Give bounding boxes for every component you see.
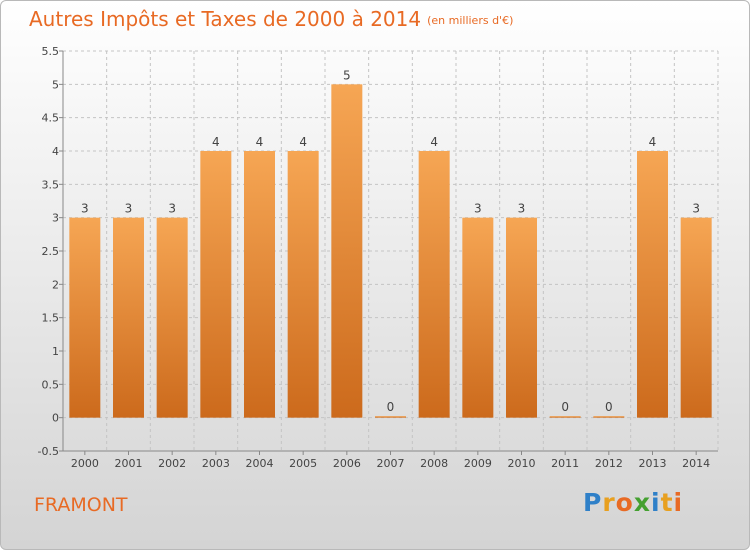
x-tick-label: 2003 <box>202 457 230 470</box>
bar <box>69 217 101 418</box>
logo-letter: P <box>583 488 603 517</box>
y-tick-label: 5.5 <box>42 45 60 58</box>
x-tick-label: 2006 <box>333 457 361 470</box>
x-tick-label: 2011 <box>551 457 579 470</box>
bar <box>287 151 319 418</box>
data-label: 4 <box>430 135 438 149</box>
x-tick-label: 2004 <box>246 457 274 470</box>
logo-letter: t <box>660 488 674 517</box>
bar <box>637 151 668 418</box>
bar <box>331 84 363 418</box>
bar <box>375 416 406 418</box>
data-label: 0 <box>561 400 569 414</box>
chart-subtitle: (en milliers d'€) <box>427 14 514 27</box>
proxiti-logo[interactable]: Proxiti <box>583 488 683 517</box>
bar <box>156 217 188 418</box>
logo-letter: x <box>633 488 651 517</box>
y-tick-label: 5 <box>52 78 59 91</box>
bar <box>680 217 712 418</box>
bar <box>244 151 275 418</box>
logo-letter: o <box>615 488 634 517</box>
labels: -0.5 0 0.5 1 1.5 2 2.5 3 3.5 4 4.5 5 5.5 3 2000 3 2001 3 2… <box>38 45 711 470</box>
data-label: 3 <box>81 202 89 216</box>
title-text: Autres Impôts et Taxes de 2000 à 2014 <box>29 7 422 31</box>
y-tick-label: 4 <box>52 145 59 158</box>
x-tick-label: 2008 <box>420 457 448 470</box>
x-tick-label: 2010 <box>508 457 536 470</box>
bar <box>200 151 232 418</box>
data-label: 3 <box>474 202 482 216</box>
x-tick-label: 2007 <box>377 457 405 470</box>
x-tick-label: 2009 <box>464 457 492 470</box>
data-label: 3 <box>168 202 176 216</box>
bars <box>69 84 712 418</box>
data-label: 3 <box>125 202 133 216</box>
bar <box>462 217 494 418</box>
axes <box>59 50 718 455</box>
bar <box>506 217 537 418</box>
y-tick-label: 1 <box>52 345 59 358</box>
bar <box>593 416 625 418</box>
y-tick-label: 3 <box>52 212 59 225</box>
bar <box>113 217 144 418</box>
y-tick-label: 3.5 <box>42 178 60 191</box>
data-label: 5 <box>343 68 351 82</box>
x-tick-label: 2012 <box>595 457 623 470</box>
x-tick-label: 2014 <box>682 457 710 470</box>
data-label: 4 <box>212 135 220 149</box>
y-tick-label: -0.5 <box>38 445 59 458</box>
data-label: 3 <box>518 202 526 216</box>
data-label: 4 <box>299 135 307 149</box>
y-tick-label: 0.5 <box>42 378 60 391</box>
x-tick-label: 2005 <box>289 457 317 470</box>
data-label: 4 <box>649 135 657 149</box>
logo-letter: r <box>602 488 616 517</box>
y-tick-label: 2 <box>52 278 59 291</box>
y-tick-label: 4.5 <box>42 112 60 125</box>
y-tick-label: 2.5 <box>42 245 60 258</box>
chart-title: Autres Impôts et Taxes de 2000 à 2014 (en… <box>29 7 513 31</box>
bar <box>549 416 581 418</box>
data-label: 0 <box>605 400 613 414</box>
x-tick-label: 2001 <box>115 457 143 470</box>
y-tick-label: 1.5 <box>42 312 60 325</box>
x-tick-label: 2002 <box>158 457 186 470</box>
logo-letter: i <box>673 488 684 517</box>
x-tick-label: 2013 <box>639 457 667 470</box>
x-tick-label: 2000 <box>71 457 99 470</box>
bar <box>418 151 450 418</box>
town-name: FRAMONT <box>34 494 128 516</box>
logo-letter: i <box>651 488 661 517</box>
data-label: 0 <box>387 400 395 414</box>
data-label: 4 <box>256 135 264 149</box>
y-tick-label: 0 <box>52 412 59 425</box>
data-label: 3 <box>692 202 700 216</box>
